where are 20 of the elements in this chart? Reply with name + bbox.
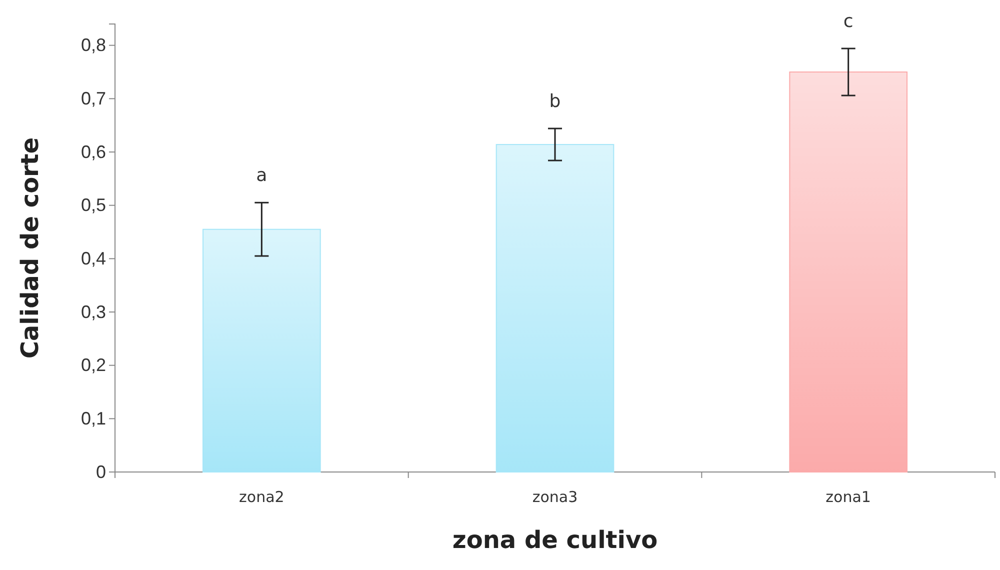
annotation: b	[549, 90, 561, 112]
y-tick-label: 0,6	[80, 142, 106, 162]
y-tick-label: 0,7	[80, 88, 106, 108]
y-tick-label: 0,4	[80, 248, 106, 268]
annotation: a	[256, 164, 268, 186]
y-axis-title: Calidad de corte	[16, 137, 44, 359]
y-tick-label: 0,1	[80, 408, 106, 428]
x-axis-title: zona de cultivo	[452, 526, 658, 554]
y-tick-label: 0	[96, 462, 106, 482]
y-tick-label: 0,2	[80, 355, 106, 376]
x-tick-label: zona3	[532, 488, 578, 506]
bar	[496, 144, 614, 472]
annotation: c	[843, 10, 854, 32]
y-tick-label: 0,5	[80, 195, 106, 216]
y-tick-label: 0,8	[80, 35, 106, 56]
bar	[789, 72, 908, 472]
x-tick-label: zona2	[239, 488, 284, 506]
bar	[202, 228, 321, 472]
y-tick-label: 0,3	[80, 302, 106, 322]
x-tick-label: zona1	[826, 488, 871, 506]
